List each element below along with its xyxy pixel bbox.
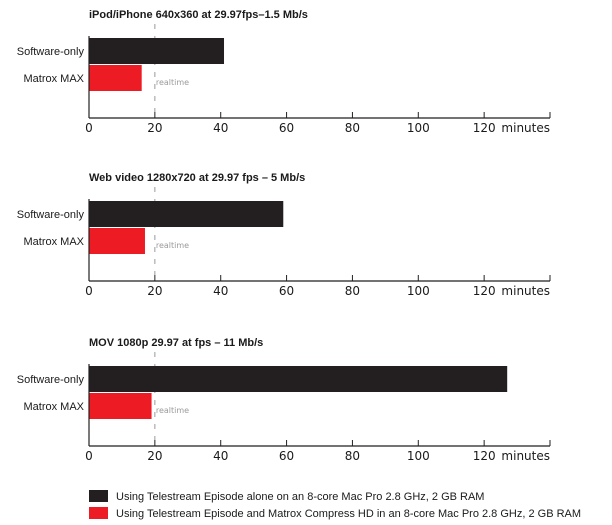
x-tick-label: 0 xyxy=(85,284,93,298)
x-axis-label: minutes xyxy=(501,449,550,463)
x-tick-label: 0 xyxy=(85,121,93,135)
bar-software-only xyxy=(89,366,508,392)
bar-software-only xyxy=(89,201,284,227)
chart-title: iPod/iPhone 640x360 at 29.97fps–1.5 Mb/s xyxy=(89,9,308,21)
x-tick-label: 40 xyxy=(213,449,228,463)
x-tick-label: 20 xyxy=(147,121,162,135)
x-tick-label: 60 xyxy=(279,449,294,463)
x-tick-label: 80 xyxy=(345,121,360,135)
x-tick-label: 120 xyxy=(473,284,496,298)
x-tick-label: 100 xyxy=(407,284,430,298)
category-label: Matrox MAX xyxy=(23,73,84,85)
bar-software-only xyxy=(89,38,225,64)
realtime-label: realtime xyxy=(156,241,189,250)
x-tick-label: 80 xyxy=(345,449,360,463)
category-label: Matrox MAX xyxy=(23,401,84,413)
realtime-label: realtime xyxy=(156,406,189,415)
legend-label: Using Telestream Episode alone on an 8-c… xyxy=(116,491,484,503)
x-tick-label: 40 xyxy=(213,284,228,298)
bar-matrox-max xyxy=(89,228,145,254)
legend-swatch xyxy=(89,507,108,519)
category-label: Software-only xyxy=(17,209,85,221)
x-tick-label: 0 xyxy=(85,449,93,463)
x-tick-label: 60 xyxy=(279,121,294,135)
legend-label: Using Telestream Episode and Matrox Comp… xyxy=(116,508,581,520)
x-tick-label: 100 xyxy=(407,121,430,135)
bar-matrox-max xyxy=(89,65,142,91)
x-tick-label: 100 xyxy=(407,449,430,463)
x-axis-label: minutes xyxy=(501,121,550,135)
chart-title: MOV 1080p 29.97 at fps – 11 Mb/s xyxy=(89,337,263,349)
x-tick-label: 120 xyxy=(473,121,496,135)
realtime-label: realtime xyxy=(156,78,189,87)
x-tick-label: 120 xyxy=(473,449,496,463)
x-axis-label: minutes xyxy=(501,284,550,298)
legend-swatch xyxy=(89,490,108,502)
category-label: Software-only xyxy=(17,46,85,58)
bar-matrox-max xyxy=(89,393,152,419)
x-tick-label: 20 xyxy=(147,284,162,298)
x-tick-label: 60 xyxy=(279,284,294,298)
chart-title: Web video 1280x720 at 29.97 fps – 5 Mb/s xyxy=(89,172,305,184)
x-tick-label: 40 xyxy=(213,121,228,135)
category-label: Software-only xyxy=(17,374,85,386)
category-label: Matrox MAX xyxy=(23,236,84,248)
x-tick-label: 20 xyxy=(147,449,162,463)
x-tick-label: 80 xyxy=(345,284,360,298)
